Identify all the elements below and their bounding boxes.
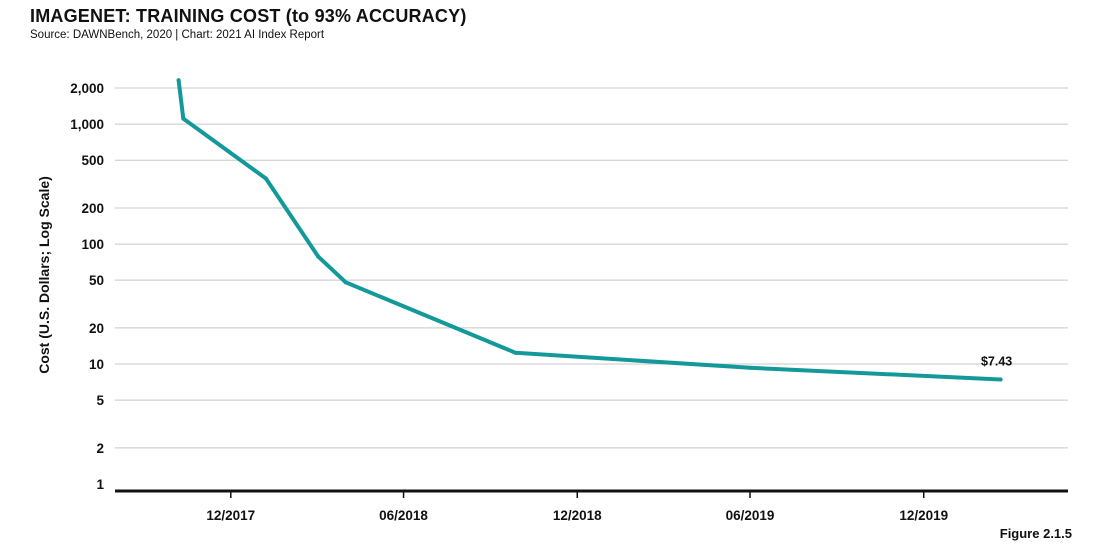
y-tick-label: 50	[89, 273, 104, 288]
grid-lines	[115, 87, 1068, 493]
x-tick-label: 06/2018	[379, 508, 428, 523]
chart-title: IMAGENET: TRAINING COST (to 93% ACCURACY…	[30, 6, 467, 26]
y-tick-labels: 1 2 5 10 20 50 100 200 500 1,000 2,000	[70, 81, 104, 492]
y-tick-label: 2	[96, 441, 104, 456]
y-tick-label: 500	[81, 153, 104, 168]
y-tick-label: 20	[89, 321, 104, 336]
data-point	[513, 350, 518, 355]
data-point	[343, 280, 348, 285]
figure-label: Figure 2.1.5	[999, 526, 1072, 541]
series-layer	[176, 78, 1003, 382]
data-point	[263, 176, 268, 181]
data-point	[316, 254, 321, 259]
y-tick-label: 1	[96, 477, 104, 492]
data-point	[998, 377, 1003, 382]
y-tick-label: 1,000	[70, 117, 104, 132]
y-tick-label: 200	[81, 201, 104, 216]
y-tick-label: 5	[96, 393, 104, 408]
y-tick-label: 10	[89, 357, 104, 372]
x-tick-label: 12/2017	[206, 508, 255, 523]
data-label: $7.43	[981, 355, 1012, 369]
chart-subtitle: Source: DAWNBench, 2020 | Chart: 2021 AI…	[30, 29, 325, 41]
series-line	[176, 78, 1003, 382]
annotation-layer: $7.43	[981, 355, 1012, 369]
x-tick-label: 12/2018	[553, 508, 602, 523]
data-point	[748, 365, 753, 370]
x-tick-labels: 12/2017 06/2018 12/2018 06/2019 12/2019	[206, 491, 948, 523]
data-point	[181, 116, 186, 121]
x-tick-label: 06/2019	[726, 508, 775, 523]
data-point	[176, 78, 181, 83]
y-tick-label: 2,000	[70, 81, 104, 96]
x-tick-label: 12/2019	[899, 508, 948, 523]
y-tick-label: 100	[81, 237, 104, 252]
